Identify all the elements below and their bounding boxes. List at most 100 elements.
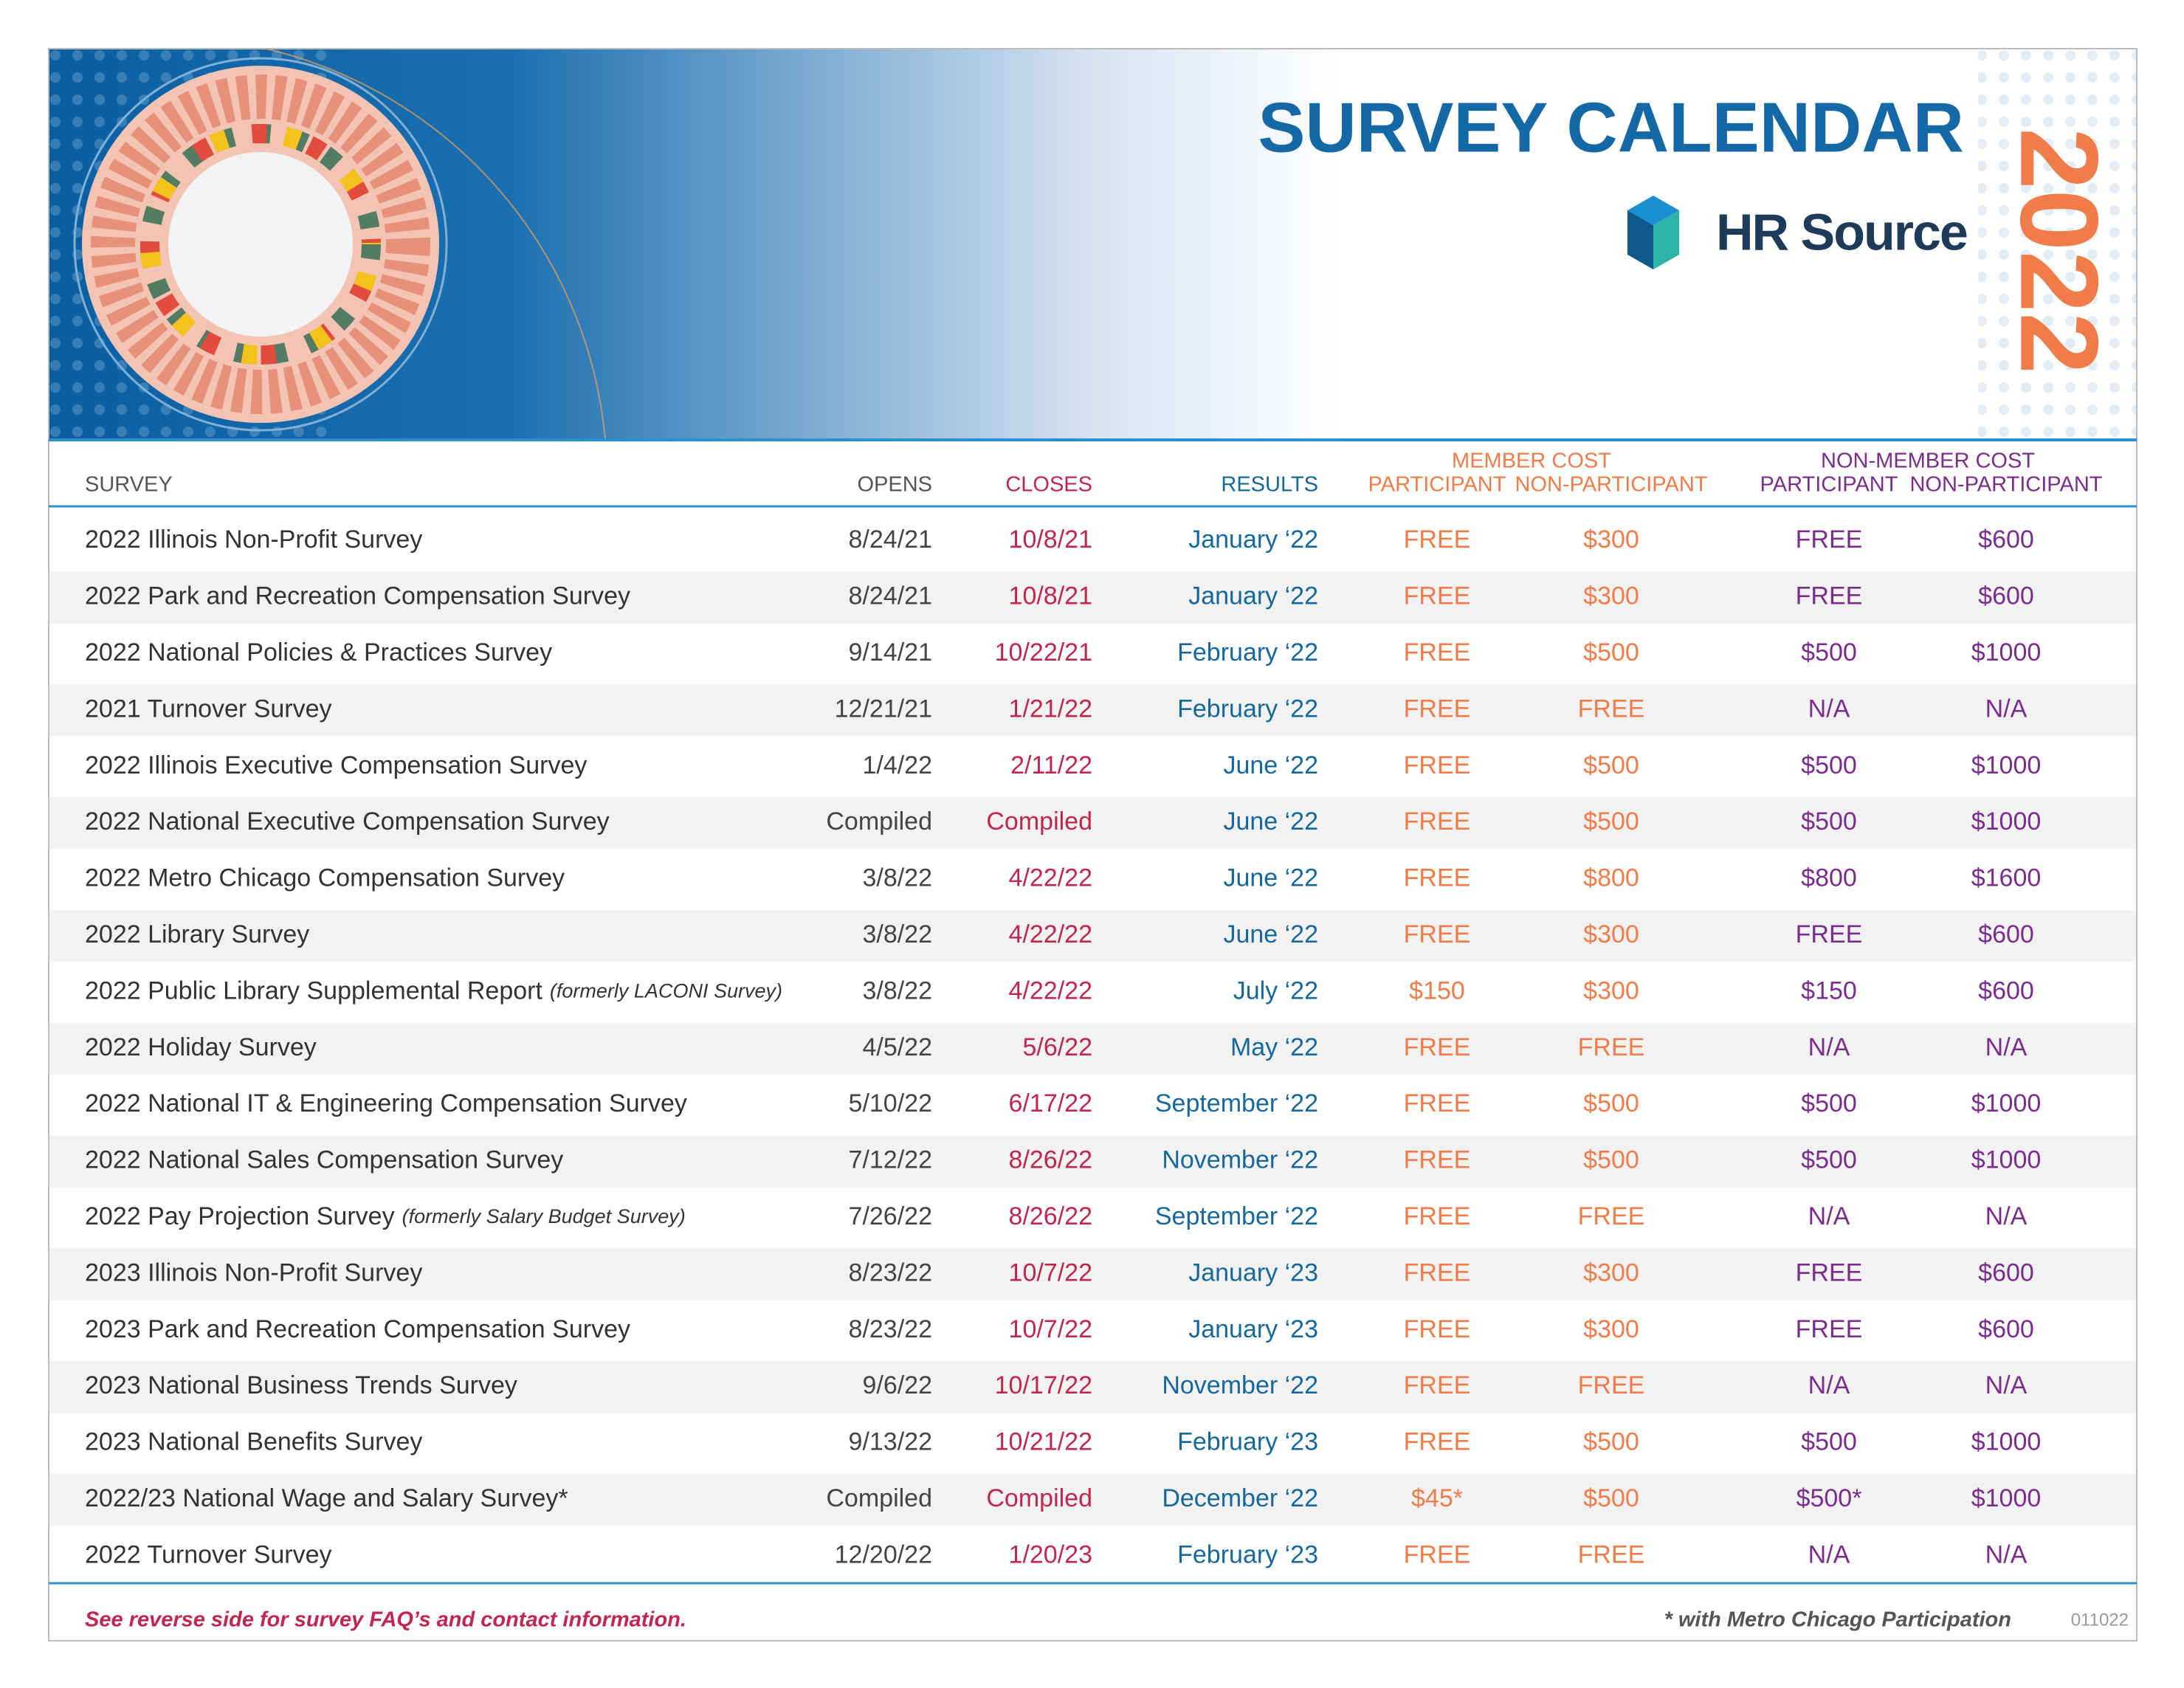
cell-results: December ‘22: [1162, 1484, 1318, 1512]
survey-title: 2022 Illinois Executive Compensation Sur…: [85, 751, 587, 779]
cell-nonmember-participant: $500: [1801, 1146, 1857, 1174]
cell-results: February ‘22: [1177, 695, 1318, 723]
survey-title: 2022 Park and Recreation Compensation Su…: [85, 582, 630, 610]
cell-member-participant: FREE: [1404, 864, 1471, 892]
cell-member-participant: FREE: [1404, 920, 1471, 948]
cell-closes: 10/21/22: [995, 1428, 1092, 1456]
cell-member-nonparticipant: FREE: [1578, 1033, 1645, 1061]
row-shade: [49, 1361, 2136, 1413]
cell-member-participant: FREE: [1404, 1033, 1471, 1061]
cell-closes: 8/26/22: [1009, 1202, 1092, 1230]
cell-results: February ‘22: [1177, 638, 1318, 666]
cell-member-participant: FREE: [1404, 1146, 1471, 1174]
survey-note: (formerly LACONI Survey): [550, 980, 782, 1002]
cell-opens: Compiled: [826, 807, 932, 836]
cell-opens: 7/12/22: [849, 1146, 932, 1174]
cell-nonmember-nonparticipant: N/A: [1985, 1033, 2028, 1061]
cell-nonmember-participant: N/A: [1808, 1371, 1850, 1399]
cell-member-nonparticipant: $300: [1583, 582, 1639, 610]
cell-nonmember-participant: FREE: [1796, 920, 1863, 948]
survey-name: 2022 National IT & Engineering Compensat…: [85, 1089, 687, 1117]
cell-member-participant: FREE: [1404, 1540, 1471, 1568]
row-shade: [49, 1248, 2136, 1301]
cell-nonmember-participant: $500: [1801, 1089, 1857, 1117]
cell-results: September ‘22: [1155, 1089, 1318, 1117]
survey-title: 2022 Turnover Survey: [85, 1540, 332, 1568]
survey-name: 2023 Park and Recreation Compensation Su…: [85, 1315, 630, 1343]
survey-title: 2022 Public Library Supplemental Report: [85, 976, 542, 1005]
cell-results: November ‘22: [1162, 1371, 1318, 1399]
cell-nonmember-participant: $500: [1801, 638, 1857, 666]
cell-results: June ‘22: [1223, 920, 1318, 948]
cell-nonmember-participant: FREE: [1796, 1315, 1863, 1343]
logo-text: HR Source: [1716, 203, 1967, 261]
column-header: NON-PARTICIPANT: [1515, 473, 1707, 497]
survey-name: 2022/23 National Wage and Salary Survey*: [85, 1484, 568, 1512]
survey-title: 2022 National IT & Engineering Compensat…: [85, 1089, 687, 1117]
cell-results: January ‘22: [1188, 582, 1318, 610]
cell-member-participant: FREE: [1404, 807, 1471, 836]
cell-nonmember-participant: $500: [1801, 807, 1857, 836]
footnote: * with Metro Chicago Participation: [1664, 1608, 2012, 1632]
survey-name: 2022 Library Survey: [85, 920, 309, 948]
cell-member-nonparticipant: $800: [1583, 864, 1639, 892]
cell-nonmember-nonparticipant: N/A: [1985, 1202, 2028, 1230]
cell-opens: 9/14/21: [849, 638, 932, 666]
cell-member-nonparticipant: $300: [1583, 976, 1639, 1005]
cell-closes: 4/22/22: [1009, 920, 1092, 948]
cell-member-nonparticipant: FREE: [1578, 1202, 1645, 1230]
cell-opens: 12/21/21: [835, 695, 932, 723]
row-shade: [49, 684, 2136, 737]
cell-nonmember-nonparticipant: $1000: [1971, 807, 2042, 836]
cell-nonmember-participant: $500: [1801, 1428, 1857, 1456]
cell-nonmember-participant: $500*: [1797, 1484, 1862, 1512]
cell-results: January ‘23: [1188, 1315, 1318, 1343]
cell-closes: 6/17/22: [1009, 1089, 1092, 1117]
cell-member-nonparticipant: $300: [1583, 1315, 1639, 1343]
cell-opens: 8/24/21: [849, 582, 932, 610]
row-shade: [49, 571, 2136, 624]
cell-opens: 8/23/22: [849, 1315, 932, 1343]
cell-opens: 8/23/22: [849, 1258, 932, 1286]
cell-member-nonparticipant: $500: [1583, 751, 1639, 779]
cell-closes: 10/8/21: [1009, 526, 1092, 554]
cell-opens: 1/4/22: [862, 751, 932, 779]
cell-closes: 2/11/22: [1010, 751, 1092, 779]
cell-results: June ‘22: [1223, 751, 1318, 779]
table-body: 2022 Illinois Non-Profit Survey 8/24/21 10…: [49, 526, 2136, 1568]
survey-name: 2022 Public Library Supplemental Report (…: [85, 976, 782, 1005]
title: SURVEY CALENDAR: [1258, 88, 1964, 167]
cell-closes: 5/6/22: [1022, 1033, 1092, 1061]
row-shade: [49, 797, 2136, 850]
cell-member-nonparticipant: $300: [1583, 1258, 1639, 1286]
cell-nonmember-nonparticipant: $1600: [1971, 864, 2042, 892]
survey-title: 2022 Metro Chicago Compensation Survey: [85, 864, 565, 892]
cell-member-participant: FREE: [1404, 1089, 1471, 1117]
cell-nonmember-nonparticipant: $600: [1978, 1315, 2034, 1343]
column-header: OPENS: [857, 473, 932, 497]
cell-nonmember-nonparticipant: $600: [1978, 526, 2034, 554]
logo-mark: [1627, 196, 1679, 269]
cell-nonmember-nonparticipant: $600: [1978, 1258, 2034, 1286]
survey-title: 2022 Library Survey: [85, 920, 309, 948]
column-header: SURVEY: [85, 473, 173, 497]
survey-name: 2022 Metro Chicago Compensation Survey: [85, 864, 565, 892]
cell-member-nonparticipant: $500: [1583, 638, 1639, 666]
survey-name: 2022 National Sales Compensation Survey: [85, 1146, 563, 1174]
cell-closes: 10/7/22: [1009, 1258, 1092, 1286]
survey-title: 2022 National Sales Compensation Survey: [85, 1146, 563, 1174]
cell-member-participant: FREE: [1404, 1371, 1471, 1399]
cell-nonmember-participant: $800: [1801, 864, 1857, 892]
cell-results: June ‘22: [1223, 807, 1318, 836]
cell-member-nonparticipant: $500: [1583, 1484, 1639, 1512]
cell-closes: 10/17/22: [995, 1371, 1092, 1399]
cell-opens: 3/8/22: [862, 976, 932, 1005]
banner-dots-right: [1978, 49, 2136, 439]
survey-title: 2022 Pay Projection Survey: [85, 1202, 395, 1230]
cell-opens: 9/6/22: [862, 1371, 932, 1399]
cell-nonmember-nonparticipant: $600: [1978, 582, 2034, 610]
cell-nonmember-nonparticipant: N/A: [1985, 695, 2028, 723]
cell-member-participant: FREE: [1404, 638, 1471, 666]
cell-closes: 4/22/22: [1009, 864, 1092, 892]
